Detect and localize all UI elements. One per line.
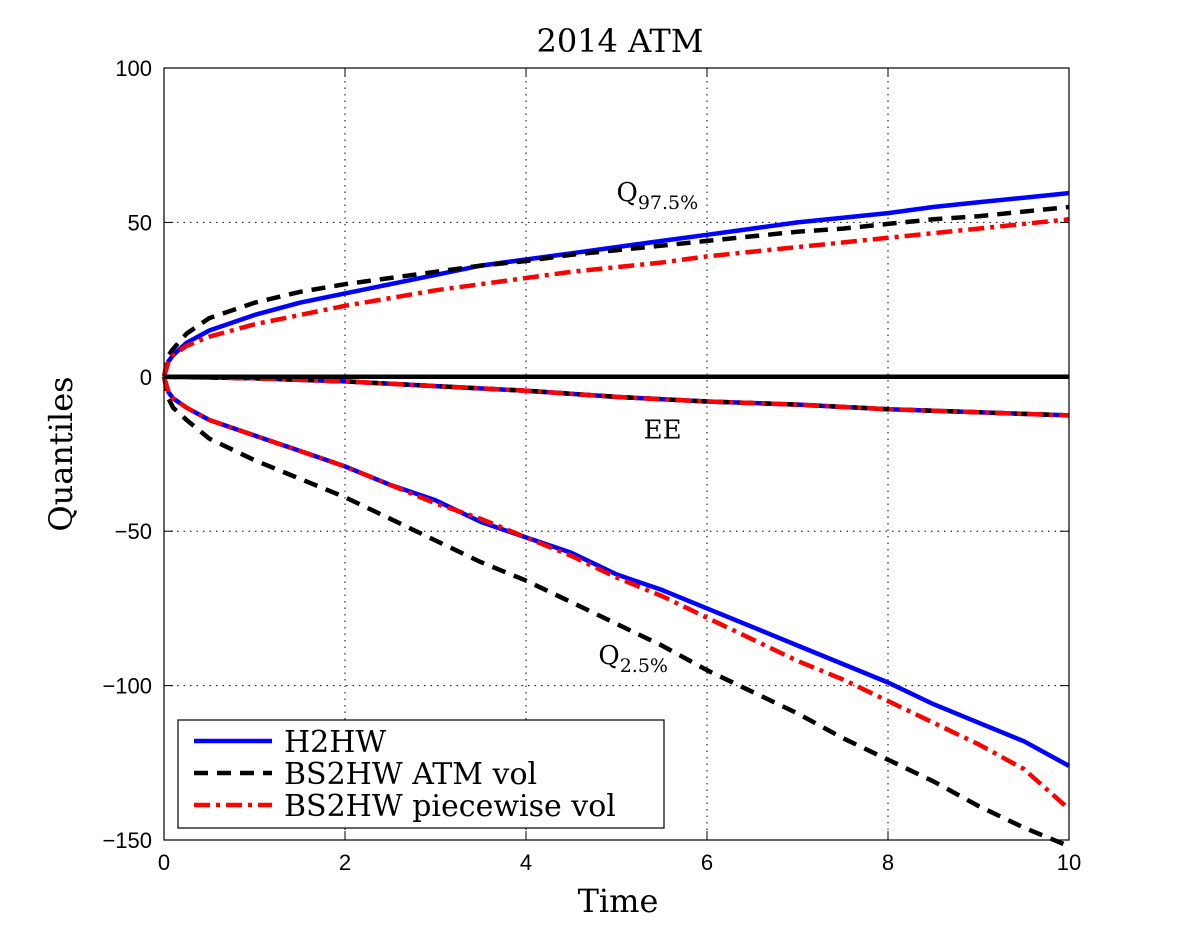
legend-label-h2hw: H2HW [284,725,386,760]
series-bs2hw_atm-curve-2 [161,376,1070,849]
series-bs2hw_atm-curve-0 [161,204,1070,378]
series-bs2hw_piecewise-curve-2 [161,376,1071,811]
x-tick-label: 8 [882,850,894,875]
y-tick-label: 0 [140,365,152,390]
series-h2hw-curve-2 [161,376,1071,768]
annotation-0: Q97.5% [617,178,699,214]
x-tick-label: 0 [158,850,170,875]
series-lines [161,190,1071,849]
y-tick-label: 50 [128,210,152,235]
y-axis-label: Quantiles [42,376,80,531]
annotations: Q97.5% EE Q2.5% [598,178,698,677]
annotation-2: Q2.5% [598,641,668,677]
axis-ticks: 0 2 4 6 8 10 100 50 0 −50 −100 −150 [102,56,1081,875]
y-tick-label: 100 [115,56,152,81]
y-tick-label: −50 [115,519,152,544]
x-tick-label: 6 [701,850,713,875]
x-tick-label: 4 [520,850,532,875]
series-bs2hw_piecewise-curve-1 [163,374,1070,418]
chart-title: 2014 ATM [536,22,703,60]
plot-frame [163,67,1070,841]
y-tick-label: −100 [102,674,152,699]
annotation-1: EE [644,416,682,446]
x-tick-label: 10 [1057,850,1081,875]
series-bs2hw_piecewise-curve-0 [161,217,1070,378]
x-tick-label: 2 [339,850,351,875]
legend-label-bs2hw-piecewise: BS2HW piecewise vol [284,789,616,824]
y-tick-label: −150 [102,828,152,853]
legend-label-bs2hw-atm: BS2HW ATM vol [284,757,537,792]
x-axis-label: Time [578,882,659,920]
legend-box [177,719,665,829]
legend: H2HW BS2HW ATM vol BS2HW piecewise vol [177,719,665,829]
